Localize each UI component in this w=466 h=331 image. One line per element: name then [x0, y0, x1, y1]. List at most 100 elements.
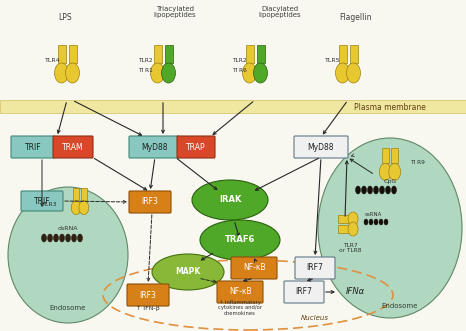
- FancyBboxPatch shape: [382, 148, 389, 163]
- Ellipse shape: [336, 63, 350, 83]
- Text: TRIF: TRIF: [25, 143, 41, 152]
- Text: IRF7: IRF7: [295, 288, 312, 297]
- Ellipse shape: [389, 163, 401, 180]
- Text: Tl R9: Tl R9: [410, 161, 425, 166]
- FancyBboxPatch shape: [338, 45, 347, 63]
- Text: TLR2: TLR2: [232, 58, 247, 63]
- Text: NF-κB: NF-κB: [243, 263, 265, 272]
- Text: TRAP: TRAP: [186, 143, 206, 152]
- FancyBboxPatch shape: [69, 45, 76, 63]
- Ellipse shape: [374, 219, 378, 225]
- Ellipse shape: [348, 222, 358, 236]
- Text: IRAK: IRAK: [219, 196, 241, 205]
- Ellipse shape: [66, 63, 80, 83]
- Ellipse shape: [200, 220, 280, 260]
- Ellipse shape: [79, 201, 89, 214]
- Text: ↑ IFN-β: ↑ IFN-β: [136, 305, 160, 311]
- FancyBboxPatch shape: [338, 215, 352, 223]
- FancyBboxPatch shape: [256, 45, 265, 63]
- FancyBboxPatch shape: [350, 45, 357, 63]
- FancyBboxPatch shape: [127, 284, 169, 306]
- Ellipse shape: [385, 186, 391, 194]
- FancyBboxPatch shape: [294, 136, 348, 158]
- FancyBboxPatch shape: [164, 45, 172, 63]
- Text: TLR4: TLR4: [45, 58, 61, 63]
- FancyBboxPatch shape: [73, 188, 79, 201]
- Ellipse shape: [348, 212, 358, 226]
- Text: MAPK: MAPK: [175, 267, 201, 276]
- Text: TRIF: TRIF: [34, 197, 50, 206]
- Text: Tl R1: Tl R1: [138, 68, 153, 72]
- Ellipse shape: [66, 234, 70, 242]
- Ellipse shape: [356, 186, 361, 194]
- Text: ↑ Inflammatory
cytokines and/or
chemokines: ↑ Inflammatory cytokines and/or chemokin…: [218, 300, 262, 316]
- FancyBboxPatch shape: [129, 191, 171, 213]
- Text: NF-κB: NF-κB: [229, 288, 251, 297]
- Text: MyD88: MyD88: [141, 143, 167, 152]
- Text: Triacylated
lipopeptides: Triacylated lipopeptides: [154, 6, 196, 19]
- Ellipse shape: [384, 219, 388, 225]
- FancyBboxPatch shape: [338, 225, 352, 233]
- Ellipse shape: [192, 180, 268, 220]
- FancyBboxPatch shape: [246, 45, 254, 63]
- FancyBboxPatch shape: [391, 148, 398, 163]
- Text: IFNα: IFNα: [345, 288, 364, 297]
- FancyBboxPatch shape: [0, 100, 466, 113]
- Text: TRAF6: TRAF6: [225, 235, 255, 245]
- Ellipse shape: [379, 186, 384, 194]
- Ellipse shape: [152, 254, 224, 290]
- FancyBboxPatch shape: [21, 191, 63, 211]
- Ellipse shape: [8, 187, 128, 323]
- Text: Nucleus: Nucleus: [301, 315, 329, 321]
- Ellipse shape: [379, 219, 383, 225]
- Ellipse shape: [347, 63, 361, 83]
- Text: CpG: CpG: [384, 179, 397, 184]
- Ellipse shape: [369, 219, 373, 225]
- Ellipse shape: [71, 234, 76, 242]
- Ellipse shape: [318, 138, 462, 318]
- FancyBboxPatch shape: [57, 45, 66, 63]
- FancyBboxPatch shape: [53, 136, 93, 158]
- Text: ssRNA: ssRNA: [365, 213, 383, 217]
- Text: Tl R6: Tl R6: [232, 68, 247, 72]
- Text: TLR7
or TLR8: TLR7 or TLR8: [339, 243, 361, 254]
- Text: IRF3: IRF3: [139, 291, 157, 300]
- Ellipse shape: [71, 201, 81, 214]
- Ellipse shape: [242, 63, 256, 83]
- Ellipse shape: [368, 186, 372, 194]
- Text: Endosome: Endosome: [50, 305, 86, 311]
- Text: MyD88: MyD88: [308, 143, 334, 152]
- Ellipse shape: [60, 234, 64, 242]
- Ellipse shape: [55, 63, 69, 83]
- FancyBboxPatch shape: [81, 188, 87, 201]
- Ellipse shape: [391, 186, 397, 194]
- FancyBboxPatch shape: [177, 136, 215, 158]
- Ellipse shape: [41, 234, 47, 242]
- FancyBboxPatch shape: [217, 281, 263, 303]
- Ellipse shape: [379, 163, 391, 180]
- Text: TRAM: TRAM: [62, 143, 84, 152]
- Ellipse shape: [151, 63, 164, 83]
- FancyBboxPatch shape: [153, 45, 162, 63]
- Text: IRF7: IRF7: [307, 263, 323, 272]
- Text: Flagellin: Flagellin: [339, 14, 371, 23]
- Text: TLR5: TLR5: [325, 58, 341, 63]
- Text: Plasma membrane: Plasma membrane: [354, 103, 426, 112]
- Ellipse shape: [162, 63, 176, 83]
- Text: LPS: LPS: [58, 14, 72, 23]
- Ellipse shape: [364, 219, 368, 225]
- Text: TLR2: TLR2: [138, 58, 153, 63]
- FancyBboxPatch shape: [284, 281, 324, 303]
- Ellipse shape: [54, 234, 59, 242]
- FancyBboxPatch shape: [231, 257, 277, 279]
- Ellipse shape: [362, 186, 366, 194]
- Text: dsRNA: dsRNA: [58, 225, 78, 230]
- Ellipse shape: [254, 63, 267, 83]
- Text: TLR3: TLR3: [42, 202, 58, 207]
- Text: Diacylated
lipopeptides: Diacylated lipopeptides: [259, 6, 302, 19]
- Text: IRF3: IRF3: [142, 198, 158, 207]
- FancyBboxPatch shape: [295, 257, 335, 279]
- FancyBboxPatch shape: [11, 136, 55, 158]
- Ellipse shape: [77, 234, 82, 242]
- Text: Endosome: Endosome: [382, 303, 418, 309]
